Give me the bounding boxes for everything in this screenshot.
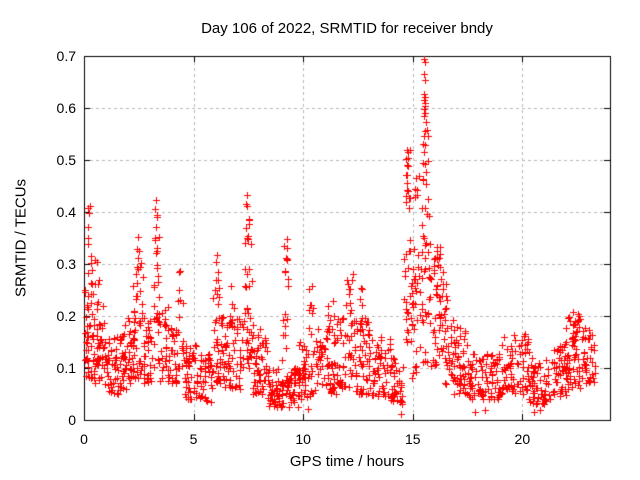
y-tick-label: 0.3 (56, 256, 76, 272)
x-tick-label: 15 (404, 431, 421, 447)
chart-title: Day 106 of 2022, SRMTID for receiver bnd… (201, 20, 493, 37)
y-tick-label: 0.2 (56, 308, 76, 324)
x-tick-label: 20 (514, 431, 531, 447)
x-axis-label: GPS time / hours (289, 453, 405, 470)
x-tick-label: 5 (189, 431, 198, 447)
y-tick-label: 0.1 (56, 360, 76, 376)
x-tick-label: 0 (80, 431, 88, 447)
y-tick-label: 0.4 (56, 204, 76, 220)
y-tick-label: 0.5 (56, 152, 76, 168)
y-tick-label: 0.6 (56, 100, 76, 116)
x-tick-label: 10 (295, 431, 311, 447)
y-tick-label: 0.7 (56, 48, 76, 64)
y-tick-label: 0 (68, 412, 76, 428)
